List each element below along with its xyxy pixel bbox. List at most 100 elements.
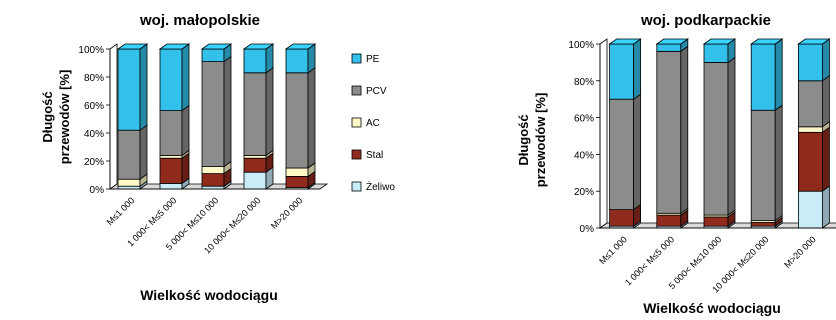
bar-face	[159, 48, 183, 111]
bar-top	[608, 38, 642, 45]
bar-segment	[159, 152, 190, 185]
bar-side	[774, 38, 783, 112]
bar-face	[798, 190, 823, 229]
y-tick-label: 100%	[568, 40, 594, 51]
bar-side	[727, 56, 736, 216]
y-axis-label-line: Długość	[40, 91, 55, 142]
bar-face	[750, 222, 776, 227]
y-axis-label-line: Długość	[516, 114, 531, 165]
bar-face	[243, 72, 267, 156]
bar-face	[609, 98, 634, 210]
bar-side	[265, 67, 274, 157]
bar-segment	[609, 93, 641, 211]
bar-face	[159, 110, 183, 156]
bar-side	[822, 38, 830, 82]
bar-side	[139, 43, 148, 131]
bar-face	[159, 182, 183, 190]
y-tick-label: 20%	[84, 157, 104, 168]
y-tick-label: 0%	[90, 185, 105, 196]
bar-face	[798, 43, 823, 82]
chart-title: woj. małopolskie	[139, 12, 260, 29]
bar-side	[181, 104, 190, 157]
bar-segment	[243, 152, 274, 173]
legend-label: AC	[366, 118, 380, 129]
y-tick-label: 60%	[84, 101, 104, 112]
bar-segment	[798, 75, 830, 128]
bar-side	[139, 124, 148, 180]
bar-segment	[159, 104, 190, 157]
bar-segment	[201, 55, 232, 168]
bar-face	[201, 166, 225, 175]
bar-side	[822, 185, 830, 229]
bar-segment	[117, 173, 148, 187]
legend-label: Żeliwo	[366, 180, 395, 193]
x-axis-label: Wielkość wodociągu	[140, 287, 278, 303]
y-tick-label: 80%	[574, 77, 594, 88]
legend-label: Stal	[366, 150, 383, 161]
bar-segment	[750, 38, 783, 112]
bar-segment	[609, 38, 641, 100]
y-axis-label: Długość przewodów [%]	[40, 70, 72, 165]
side-wall	[109, 43, 118, 190]
bar-side	[181, 43, 190, 112]
bar-face	[750, 43, 776, 111]
bar-face	[117, 48, 141, 131]
bar-face	[656, 43, 682, 52]
bar-face	[159, 154, 183, 159]
bar-top	[655, 38, 690, 45]
bar-top	[116, 43, 149, 50]
chart-title: woj. podkarpackie	[640, 12, 771, 29]
bar-face	[117, 185, 141, 190]
bar-face	[243, 171, 267, 190]
legend-swatch	[351, 53, 362, 64]
side-wall	[599, 38, 608, 229]
bar-side	[822, 75, 830, 128]
bar-side	[774, 104, 783, 222]
x-axis-label: Wielkość wodociągu	[643, 300, 781, 316]
bar-top	[749, 38, 784, 45]
bar-face	[285, 167, 309, 177]
legend-swatch	[351, 149, 362, 160]
bar-face	[750, 109, 776, 222]
bar-segment	[798, 126, 830, 192]
bar-side	[633, 38, 641, 100]
bar-face	[243, 48, 267, 74]
y-axis-label-line: przewodów [%]	[57, 70, 72, 165]
bar-face	[117, 178, 141, 187]
chart-1: woj. małopolskie Długość przewodów [%] 0% 20…	[40, 12, 395, 303]
bar-segment	[201, 167, 232, 187]
bar-face	[285, 175, 309, 188]
bar-side	[223, 55, 232, 168]
x-tick-label: M≤1 000	[597, 234, 629, 266]
bar-face	[609, 43, 634, 100]
bar-segment	[117, 124, 148, 180]
bar-face	[117, 129, 141, 180]
bar-face	[201, 185, 225, 190]
bar-segment	[798, 38, 830, 82]
bar-side	[633, 93, 641, 211]
bar-face	[201, 61, 225, 167]
y-tick-label: 40%	[574, 150, 594, 161]
bar-face	[609, 209, 634, 227]
bar-side	[680, 45, 689, 215]
bar-face	[703, 43, 729, 63]
y-tick-label: 20%	[574, 187, 594, 198]
bar-segment	[243, 43, 274, 74]
y-tick-label: 80%	[84, 73, 104, 84]
bar-face	[243, 154, 267, 159]
bar-segment	[285, 67, 316, 169]
bar-segment	[243, 67, 274, 157]
bar-segment	[117, 43, 148, 131]
bar-top	[284, 43, 317, 50]
bar-segment	[798, 185, 830, 229]
bar-face	[656, 50, 682, 214]
bar-face	[703, 216, 729, 227]
bar-face	[285, 72, 309, 169]
bar-segment	[656, 45, 689, 215]
bar-face	[285, 48, 309, 74]
bar-segment	[201, 43, 232, 63]
bar-side	[822, 126, 830, 192]
bar-top	[158, 43, 191, 50]
bar-face	[703, 62, 729, 216]
